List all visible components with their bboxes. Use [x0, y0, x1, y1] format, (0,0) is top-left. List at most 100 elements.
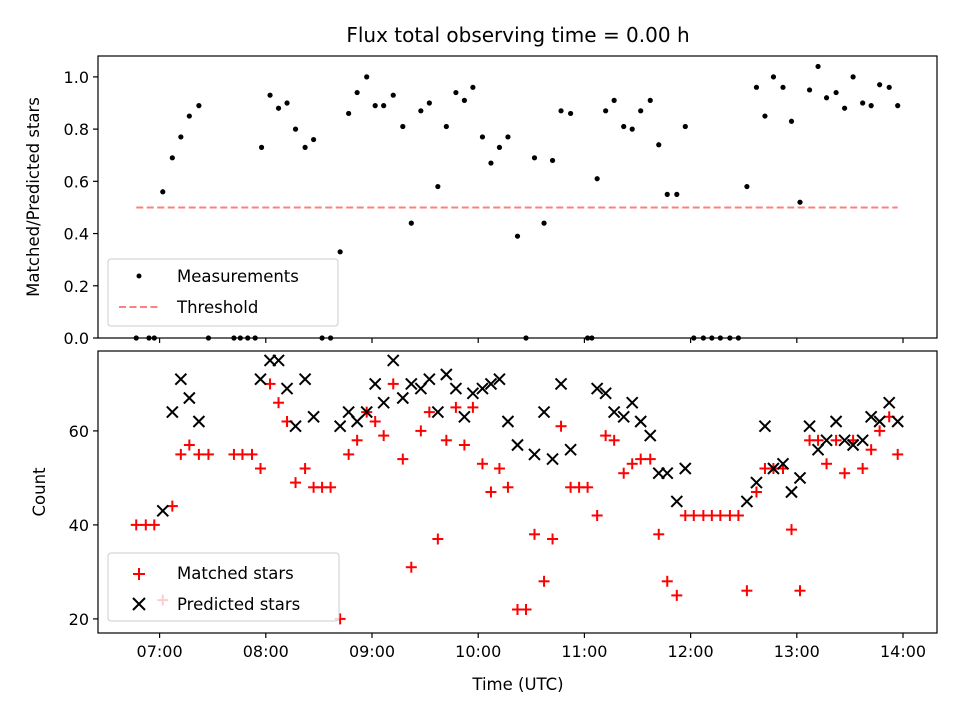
- measurement-point: [258, 144, 265, 150]
- top-x-axis: [158, 338, 904, 343]
- measurement-point: [568, 110, 574, 117]
- bottom-x-tick-label: 12:00: [668, 642, 714, 661]
- measurement-point: [514, 233, 521, 239]
- predicted-star-point: [599, 387, 612, 400]
- measurement-point: [788, 118, 795, 124]
- matched-star-point: [458, 439, 470, 451]
- predicted-star-point: [166, 405, 179, 419]
- matched-star-point: [273, 397, 285, 409]
- measurement-point: [762, 113, 768, 119]
- measurement-point: [700, 335, 706, 341]
- predicted-star-point: [431, 405, 445, 419]
- measurement-point: [284, 100, 290, 106]
- predicted-star-point: [617, 410, 630, 424]
- matched-star-point: [600, 430, 612, 442]
- matched-star-point: [502, 481, 514, 493]
- matched-star-point: [520, 604, 532, 615]
- matched-star-point: [423, 406, 435, 418]
- measurement-point: [797, 199, 803, 205]
- matched-star-point: [750, 486, 762, 498]
- predicted-star-point: [864, 410, 878, 424]
- bottom-y-axis-label: Count: [30, 467, 49, 517]
- matched-star-point: [175, 448, 187, 460]
- measurement-point: [390, 92, 396, 98]
- predicted-star-point: [174, 372, 188, 386]
- measurement-point: [815, 63, 821, 70]
- measurement-point: [833, 89, 839, 96]
- measurement-point: [806, 87, 813, 93]
- top-y-tick-label: 0.4: [64, 225, 89, 244]
- measurement-point: [717, 335, 723, 341]
- measurement-point: [505, 134, 511, 140]
- top-legend-box: [107, 258, 339, 327]
- measurement-point: [470, 84, 476, 90]
- measurement-point: [160, 189, 166, 195]
- top-chart-title: Flux total observing time = 0.00 h: [346, 23, 689, 47]
- predicted-star-point: [785, 485, 798, 499]
- measurement-point: [531, 155, 538, 161]
- measurement-point: [231, 335, 237, 341]
- predicted-star-point: [758, 419, 772, 433]
- matched-star-point: [493, 463, 505, 474]
- matched-star-point: [688, 510, 700, 521]
- measurement-point: [549, 157, 556, 164]
- counts-panel: 20 40 60 07:00 08:00 09:00 10:00 11:00 12:00 13:…: [30, 350, 938, 694]
- predicted-star-point: [820, 434, 833, 447]
- matched-star-point: [555, 420, 567, 432]
- measurement-point: [823, 95, 830, 101]
- measurement-point: [895, 103, 901, 109]
- measurement-point: [133, 335, 139, 341]
- measurement-point: [647, 97, 653, 103]
- matched-star-point: [351, 434, 363, 446]
- measurement-point: [354, 89, 360, 96]
- measurement-point: [178, 134, 184, 140]
- predicted-star-point: [528, 448, 541, 461]
- matched-star-point: [432, 533, 444, 545]
- predicted-star-point: [466, 387, 480, 400]
- top-y-axis-label: Matched/Predicted stars: [24, 97, 43, 297]
- measurement-point: [541, 220, 547, 226]
- measurement-point: [252, 335, 258, 341]
- bottom-y-tick-label: 20: [69, 610, 89, 629]
- measurement-point: [400, 123, 406, 130]
- matched-star-point: [130, 519, 142, 531]
- matched-star-point: [608, 434, 620, 446]
- matched-star-point: [538, 575, 550, 587]
- matched-star-point: [857, 463, 869, 474]
- measurement-point: [727, 335, 733, 341]
- predicted-star-point: [670, 495, 684, 508]
- matched-star-point: [644, 453, 656, 465]
- predicted-star-point: [829, 415, 843, 428]
- measurement-point: [196, 103, 202, 109]
- measurement-point: [584, 335, 591, 341]
- measurement-point: [327, 335, 334, 341]
- predicted-star-point: [350, 415, 364, 428]
- predicted-star-point: [423, 372, 436, 386]
- matched-star-point: [732, 510, 744, 521]
- matched-star-point: [148, 519, 160, 531]
- measurement-point: [319, 335, 325, 341]
- measurement-point: [443, 123, 449, 130]
- measurement-point: [169, 155, 175, 161]
- bottom-x-tick-label: 08:00: [243, 642, 289, 661]
- predicted-star-point: [183, 391, 196, 405]
- predicted-star-point: [440, 368, 453, 381]
- matched-star-point: [892, 448, 904, 460]
- matched-star-point: [671, 589, 683, 601]
- x-axis-label: Time (UTC): [471, 675, 563, 694]
- predicted-star-point: [564, 443, 577, 456]
- predicted-star-point: [368, 377, 382, 391]
- measurement-point: [682, 123, 688, 130]
- predicted-star-point: [307, 410, 320, 424]
- matched-star-point: [476, 458, 488, 470]
- matched-star-point: [714, 510, 726, 521]
- predicted-star-point: [405, 377, 418, 391]
- predicted-star-point: [750, 476, 763, 489]
- matched-star-point: [661, 575, 673, 587]
- legend-predicted-marker: [132, 597, 146, 611]
- matched-star-point: [183, 439, 195, 451]
- measurement-point: [245, 335, 251, 341]
- bottom-x-tick-label: 07:00: [137, 642, 183, 661]
- measurement-point: [302, 144, 308, 150]
